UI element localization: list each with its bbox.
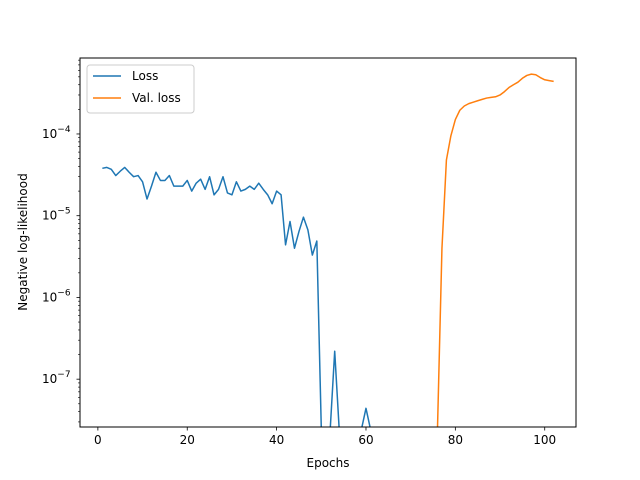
x-tick-label: 60 (358, 433, 373, 447)
legend-box (86, 64, 195, 114)
plot-area-frame (79, 57, 577, 428)
x-tick-label: 80 (448, 433, 463, 447)
series-line-loss (102, 166, 371, 427)
legend-label-val-loss: Val. loss (132, 91, 181, 105)
x-tick-label: 40 (269, 433, 284, 447)
x-axis-label: Epochs (307, 456, 350, 470)
series-line-val-loss (436, 73, 554, 427)
plot-lines (102, 73, 554, 427)
y-axis-label: Negative log-likelihood (16, 173, 30, 310)
x-tick-label: 100 (533, 433, 556, 447)
legend: Loss Val. loss (86, 64, 195, 114)
x-tick-label: 20 (180, 433, 195, 447)
x-axis-ticks: 0 20 40 60 80 100 (94, 427, 556, 447)
x-tick-label: 0 (94, 433, 102, 447)
legend-label-loss: Loss (132, 69, 158, 83)
